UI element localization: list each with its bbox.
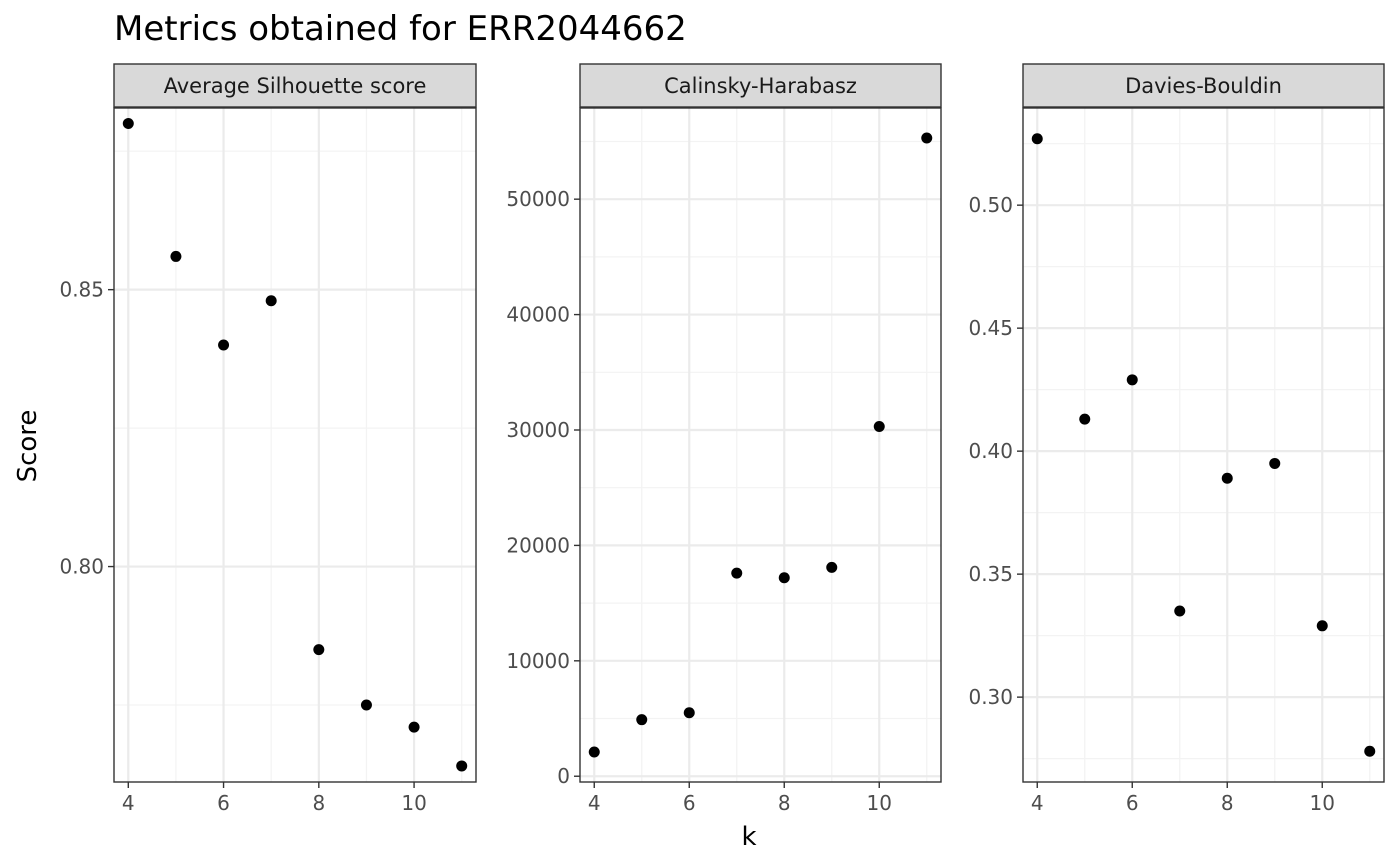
y-tick-label: 0.35 [968, 562, 1013, 586]
facet-panels: Average Silhouette score 4 6 8 10 0.80 0.85 Cal… [59, 63, 1385, 815]
y-tick-label: 0.80 [59, 555, 104, 579]
facet-strip-label: Average Silhouette score [164, 74, 427, 98]
x-tick-label: 10 [1310, 791, 1335, 815]
panel-background [580, 108, 941, 782]
data-point [265, 295, 277, 307]
panel-1: Average Silhouette score 4 6 8 10 0.80 0.85 [59, 63, 477, 815]
y-tick-label: 40000 [506, 303, 570, 327]
x-tick-label: 6 [217, 791, 230, 815]
panel-background [114, 108, 476, 782]
data-point [1269, 457, 1281, 469]
data-point [1174, 605, 1186, 617]
y-tick-label: 0.45 [968, 316, 1013, 340]
data-point [408, 721, 420, 733]
x-tick-label: 4 [588, 791, 601, 815]
y-tick-label: 0.85 [59, 278, 104, 302]
x-tick-label: 4 [122, 791, 135, 815]
x-tick-label: 8 [312, 791, 325, 815]
x-tick-label: 8 [778, 791, 791, 815]
y-tick-label: 10000 [506, 649, 570, 673]
data-point [1221, 472, 1233, 484]
data-point [313, 644, 325, 656]
data-point [360, 699, 372, 711]
chart-title: Metrics obtained for ERR2044662 [114, 9, 687, 49]
y-tick-label: 30000 [506, 418, 570, 442]
panel-border [113, 107, 477, 783]
data-point [122, 118, 134, 130]
data-point [1031, 133, 1043, 145]
data-point [1316, 620, 1328, 632]
x-tick-label: 6 [683, 791, 696, 815]
data-point [921, 132, 933, 144]
facet-strip [113, 63, 477, 108]
data-point [683, 707, 695, 719]
data-point [588, 746, 600, 758]
data-point [636, 714, 648, 726]
panel-border [579, 107, 942, 783]
data-point [826, 561, 838, 573]
x-tick-label: 10 [867, 791, 892, 815]
data-point [170, 250, 182, 262]
data-point [456, 760, 468, 772]
panel-3: Davies-Bouldin 4 6 8 10 0.30 0.35 0.40 0.45 0.50 [968, 63, 1385, 815]
data-point [1364, 745, 1376, 757]
facet-strip [1022, 63, 1385, 108]
data-point [731, 567, 743, 579]
panel-2: Calinsky-Harabasz 4 6 8 10 0 10000 20000 30000 40… [506, 63, 942, 815]
data-point [218, 339, 230, 351]
y-tick-label: 0.50 [968, 193, 1013, 217]
data-point [1126, 374, 1138, 386]
y-tick-label: 20000 [506, 533, 570, 557]
data-point [1079, 413, 1091, 425]
x-tick-label: 8 [1221, 791, 1234, 815]
data-point [873, 421, 885, 433]
x-tick-label: 6 [1126, 791, 1139, 815]
facet-strip [579, 63, 942, 108]
panel-border [1022, 107, 1385, 783]
y-tick-label: 0 [557, 764, 570, 788]
y-tick-label: 0.40 [968, 439, 1013, 463]
y-tick-label: 0.30 [968, 685, 1013, 709]
panel-background [1023, 108, 1384, 782]
x-axis-title: k [741, 822, 756, 852]
facet-strip-label: Davies-Bouldin [1125, 74, 1282, 98]
facet-strip-label: Calinsky-Harabasz [664, 74, 857, 98]
y-tick-label: 50000 [506, 187, 570, 211]
y-axis-title: Score [13, 410, 43, 483]
data-point [778, 572, 790, 584]
x-tick-label: 4 [1031, 791, 1044, 815]
x-tick-label: 10 [401, 791, 426, 815]
